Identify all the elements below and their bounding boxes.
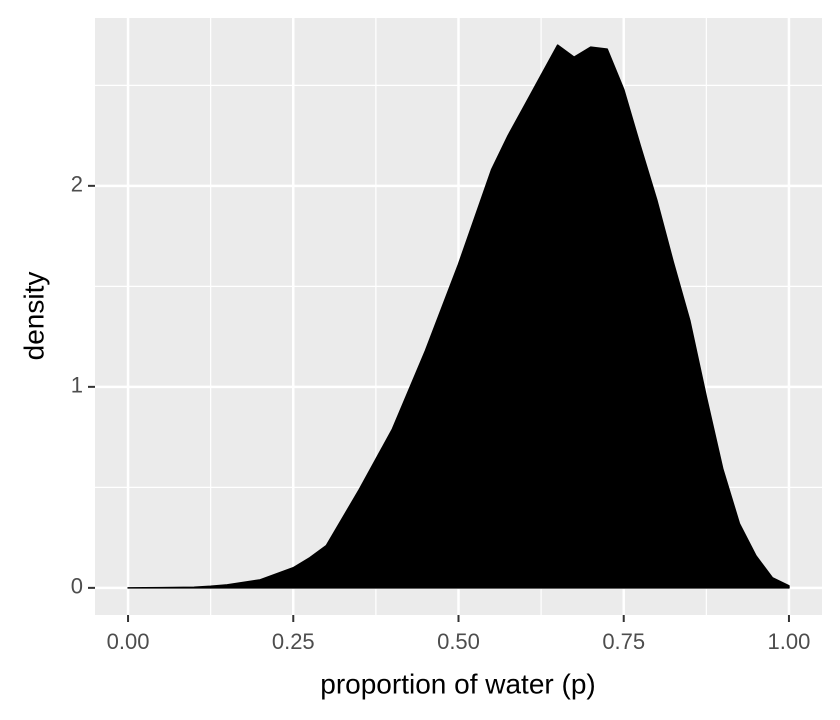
x-axis-title: proportion of water (p)	[320, 668, 595, 699]
y-tick-label: 0	[71, 574, 83, 599]
y-tick-label: 2	[71, 172, 83, 197]
x-tick-label: 0.50	[437, 629, 480, 654]
y-axis-title: density	[18, 272, 49, 361]
x-tick-label: 0.25	[272, 629, 315, 654]
density-area	[127, 44, 790, 589]
x-tick-label: 0.00	[107, 629, 150, 654]
x-tick-label: 0.75	[602, 629, 645, 654]
y-tick-label: 1	[71, 373, 83, 398]
x-tick-label: 1.00	[768, 629, 811, 654]
